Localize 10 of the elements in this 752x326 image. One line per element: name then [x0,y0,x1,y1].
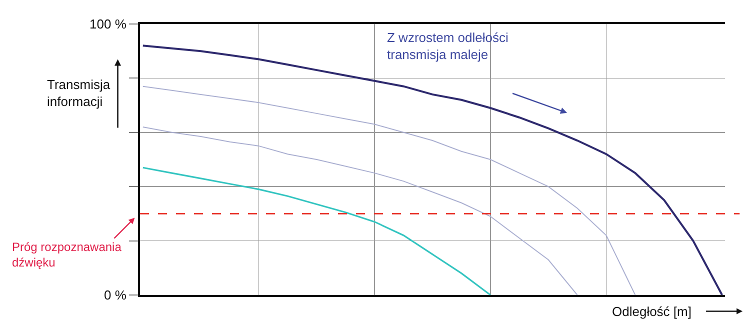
line-series [142,166,492,295]
y-axis-title: Transmisja informacji [47,77,111,109]
x-axis-title: Odległość [m] [612,304,692,319]
y-tick-label: 100 % [90,16,127,32]
ref-line-label: Próg rozpoznawania dźwięku [12,240,122,270]
annotation: Z wzrostem odlełości transmisja maleje [387,30,508,62]
line-series [142,86,636,295]
y-tick-label: 0 % [104,288,127,303]
line-series [142,126,578,295]
line-series [142,44,724,295]
